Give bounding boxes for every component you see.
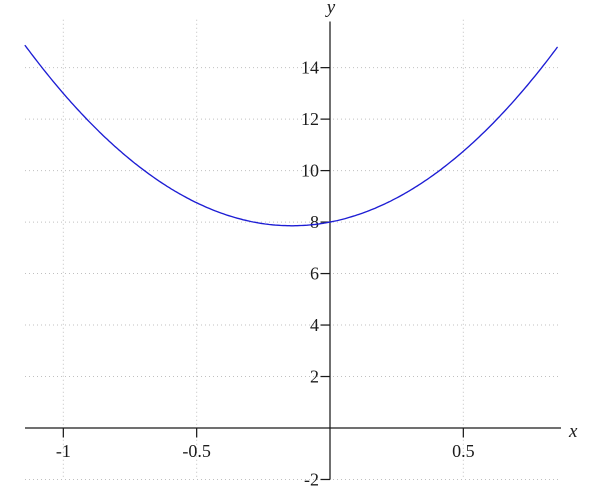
- y-tick-label: 8: [310, 212, 319, 232]
- y-tick-label: -2: [304, 469, 319, 489]
- y-tick-label: 10: [301, 161, 319, 181]
- y-axis-label: y: [325, 0, 336, 18]
- y-tick-label: 14: [301, 58, 319, 78]
- x-tick-label: -0.5: [182, 441, 211, 461]
- x-tick-label: -1: [56, 441, 71, 461]
- x-tick-label: 0.5: [452, 441, 475, 461]
- y-tick-label: 4: [310, 315, 319, 335]
- y-tick-label: 12: [301, 109, 319, 129]
- x-axis-label: x: [568, 421, 578, 442]
- function-curve: [24, 44, 558, 227]
- y-tick-label: 6: [310, 264, 319, 284]
- y-tick-label: 2: [310, 367, 319, 387]
